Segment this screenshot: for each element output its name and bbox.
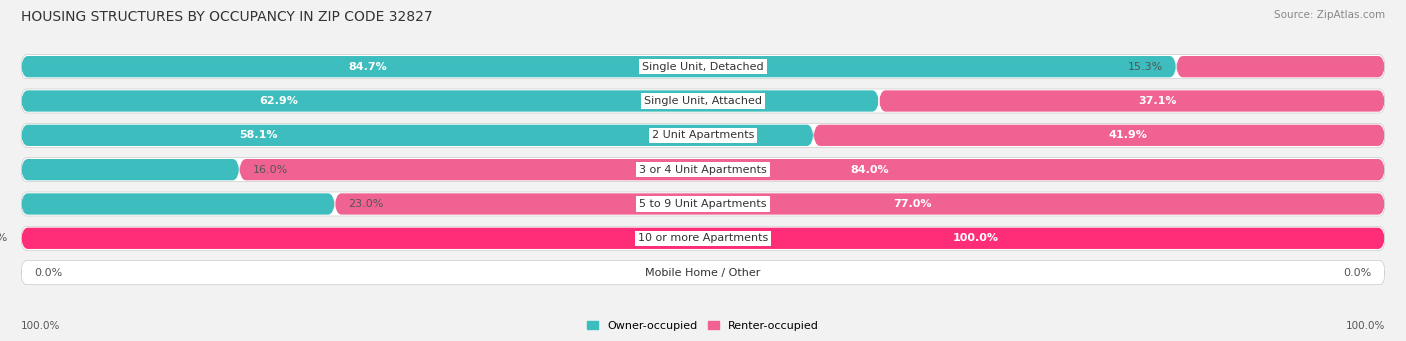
Text: 100.0%: 100.0% xyxy=(21,321,60,331)
FancyBboxPatch shape xyxy=(21,123,1385,147)
FancyBboxPatch shape xyxy=(879,90,1385,112)
Text: Single Unit, Attached: Single Unit, Attached xyxy=(644,96,762,106)
Text: 15.3%: 15.3% xyxy=(1128,62,1163,72)
FancyBboxPatch shape xyxy=(21,228,1385,249)
Text: 58.1%: 58.1% xyxy=(239,130,278,140)
Text: 0.0%: 0.0% xyxy=(35,268,63,278)
FancyBboxPatch shape xyxy=(21,226,1385,250)
Text: 0.0%: 0.0% xyxy=(1343,268,1371,278)
FancyBboxPatch shape xyxy=(239,159,1385,180)
Text: 84.0%: 84.0% xyxy=(851,165,889,175)
Text: Mobile Home / Other: Mobile Home / Other xyxy=(645,268,761,278)
FancyBboxPatch shape xyxy=(814,125,1385,146)
Text: 37.1%: 37.1% xyxy=(1137,96,1177,106)
Text: 0.0%: 0.0% xyxy=(0,233,7,243)
FancyBboxPatch shape xyxy=(335,193,1385,214)
Text: 100.0%: 100.0% xyxy=(1346,321,1385,331)
Text: Source: ZipAtlas.com: Source: ZipAtlas.com xyxy=(1274,10,1385,20)
Text: Single Unit, Detached: Single Unit, Detached xyxy=(643,62,763,72)
Text: 3 or 4 Unit Apartments: 3 or 4 Unit Apartments xyxy=(640,165,766,175)
FancyBboxPatch shape xyxy=(21,158,1385,182)
FancyBboxPatch shape xyxy=(21,56,1177,77)
FancyBboxPatch shape xyxy=(21,193,335,214)
Legend: Owner-occupied, Renter-occupied: Owner-occupied, Renter-occupied xyxy=(582,316,824,336)
Text: 5 to 9 Unit Apartments: 5 to 9 Unit Apartments xyxy=(640,199,766,209)
Text: 77.0%: 77.0% xyxy=(893,199,932,209)
Text: 84.7%: 84.7% xyxy=(349,62,387,72)
FancyBboxPatch shape xyxy=(21,159,239,180)
Text: 2 Unit Apartments: 2 Unit Apartments xyxy=(652,130,754,140)
Text: HOUSING STRUCTURES BY OCCUPANCY IN ZIP CODE 32827: HOUSING STRUCTURES BY OCCUPANCY IN ZIP C… xyxy=(21,10,433,24)
FancyBboxPatch shape xyxy=(1177,56,1385,77)
Text: 10 or more Apartments: 10 or more Apartments xyxy=(638,233,768,243)
FancyBboxPatch shape xyxy=(21,192,1385,216)
FancyBboxPatch shape xyxy=(21,261,1385,285)
Text: 23.0%: 23.0% xyxy=(349,199,384,209)
Text: 100.0%: 100.0% xyxy=(953,233,998,243)
Text: 62.9%: 62.9% xyxy=(259,96,298,106)
FancyBboxPatch shape xyxy=(21,55,1385,79)
FancyBboxPatch shape xyxy=(21,89,1385,113)
FancyBboxPatch shape xyxy=(21,125,814,146)
FancyBboxPatch shape xyxy=(21,90,879,112)
Text: 41.9%: 41.9% xyxy=(1108,130,1147,140)
Text: 16.0%: 16.0% xyxy=(253,165,288,175)
